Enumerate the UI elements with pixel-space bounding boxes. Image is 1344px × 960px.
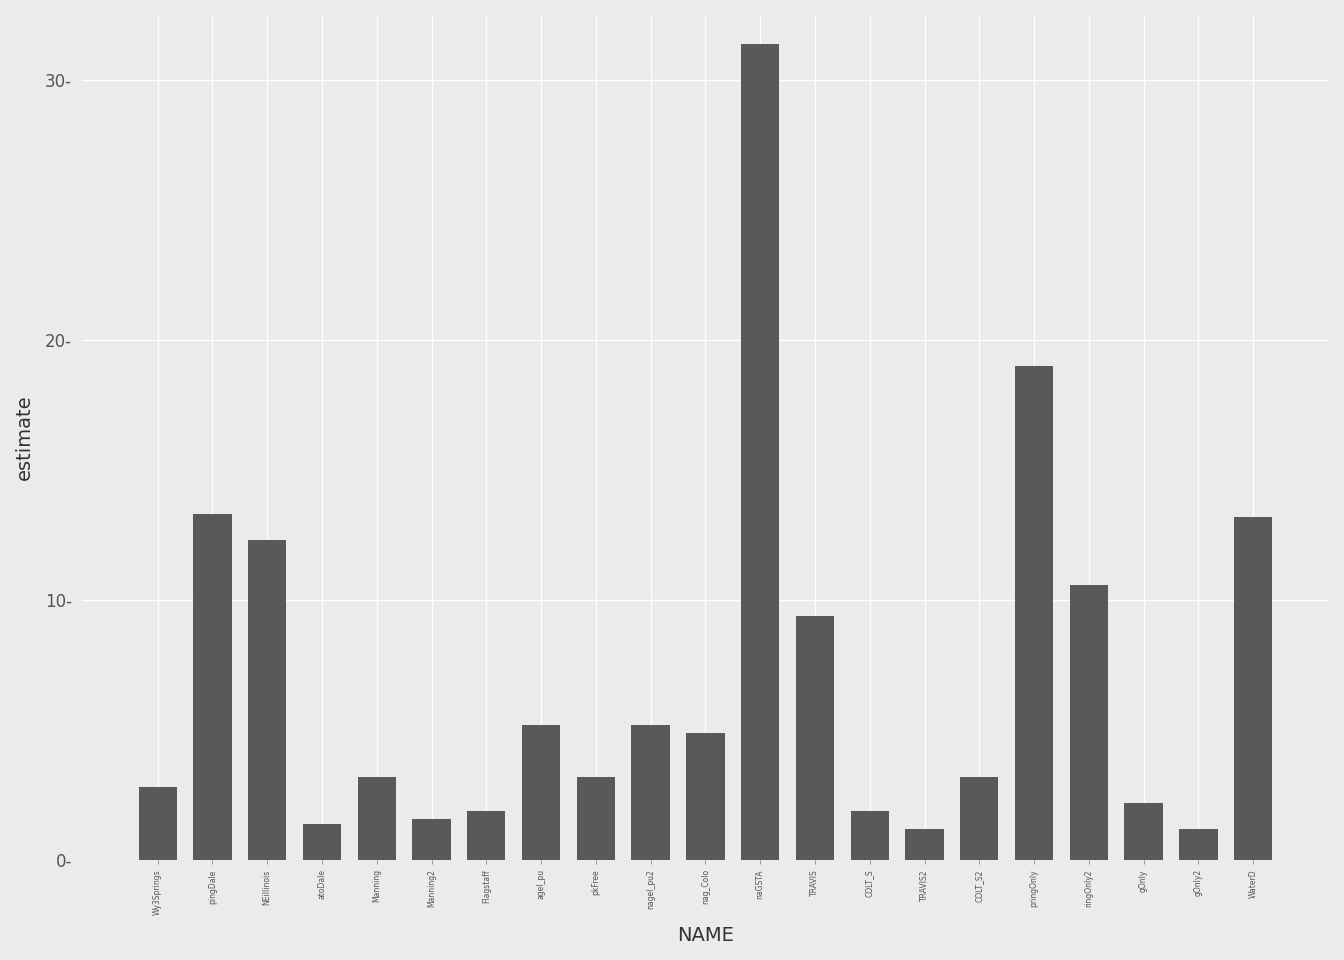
Bar <box>249 540 286 860</box>
Bar <box>1179 829 1218 860</box>
Bar <box>687 732 724 860</box>
Bar <box>1125 803 1163 860</box>
Bar <box>413 819 450 860</box>
Bar <box>960 777 999 860</box>
Bar <box>302 824 341 860</box>
Bar <box>521 725 560 860</box>
Bar <box>194 515 231 860</box>
Bar <box>1234 516 1273 860</box>
Bar <box>1070 585 1107 860</box>
Bar <box>632 725 669 860</box>
Bar <box>741 43 780 860</box>
Bar <box>1015 366 1054 860</box>
Bar <box>796 615 835 860</box>
Bar <box>138 787 177 860</box>
Bar <box>851 811 888 860</box>
Bar <box>906 829 943 860</box>
X-axis label: NAME: NAME <box>677 926 734 945</box>
Bar <box>577 777 616 860</box>
Y-axis label: estimate: estimate <box>15 395 34 480</box>
Bar <box>358 777 396 860</box>
Bar <box>468 811 505 860</box>
